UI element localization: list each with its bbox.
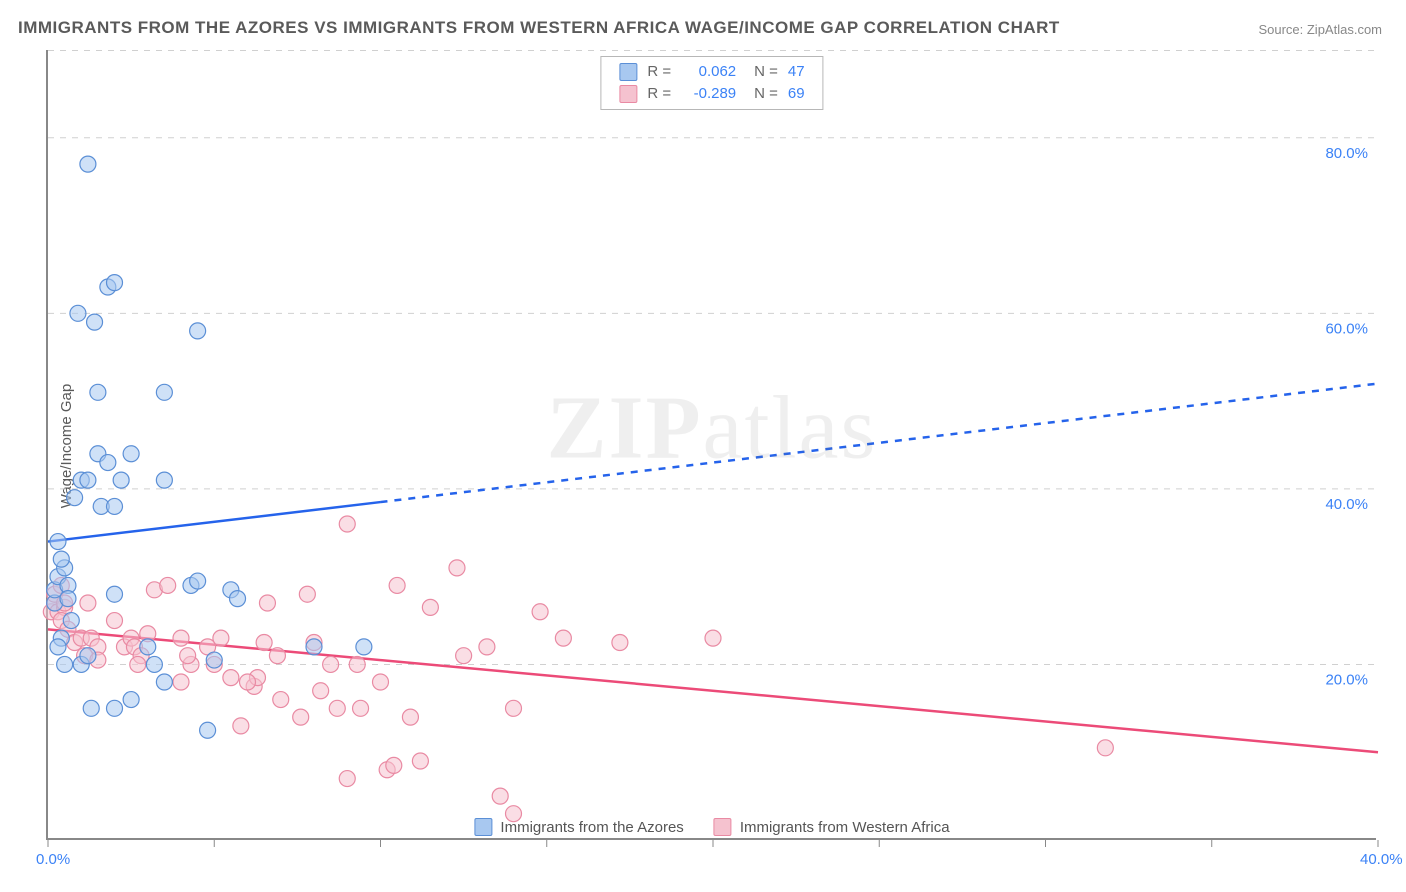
swatch-azores: [474, 818, 492, 836]
svg-text:0.0%: 0.0%: [36, 851, 70, 868]
legend-row-azores: R = 0.062 N = 47: [619, 61, 804, 83]
svg-text:60.0%: 60.0%: [1325, 320, 1368, 337]
legend-item-azores: Immigrants from the Azores: [474, 818, 683, 836]
swatch-west-africa: [714, 818, 732, 836]
svg-text:20.0%: 20.0%: [1325, 671, 1368, 688]
correlation-legend: R = 0.062 N = 47 R = -0.289 N = 69: [600, 56, 823, 110]
swatch-west-africa: [619, 85, 637, 103]
svg-text:80.0%: 80.0%: [1325, 145, 1368, 162]
svg-text:40.0%: 40.0%: [1360, 851, 1403, 868]
series-legend: Immigrants from the Azores Immigrants fr…: [474, 818, 949, 836]
svg-text:40.0%: 40.0%: [1325, 496, 1368, 513]
swatch-azores: [619, 63, 637, 81]
legend-item-west-africa: Immigrants from Western Africa: [714, 818, 950, 836]
legend-row-west-africa: R = -0.289 N = 69: [619, 83, 804, 105]
source-attribution: Source: ZipAtlas.com: [1258, 22, 1382, 37]
chart-title: IMMIGRANTS FROM THE AZORES VS IMMIGRANTS…: [18, 18, 1060, 38]
scatter-plot-svg: 20.0%40.0%60.0%80.0%0.0%40.0%: [48, 50, 1378, 840]
plot-area: 20.0%40.0%60.0%80.0%0.0%40.0% ZIPatlas R…: [46, 50, 1376, 840]
